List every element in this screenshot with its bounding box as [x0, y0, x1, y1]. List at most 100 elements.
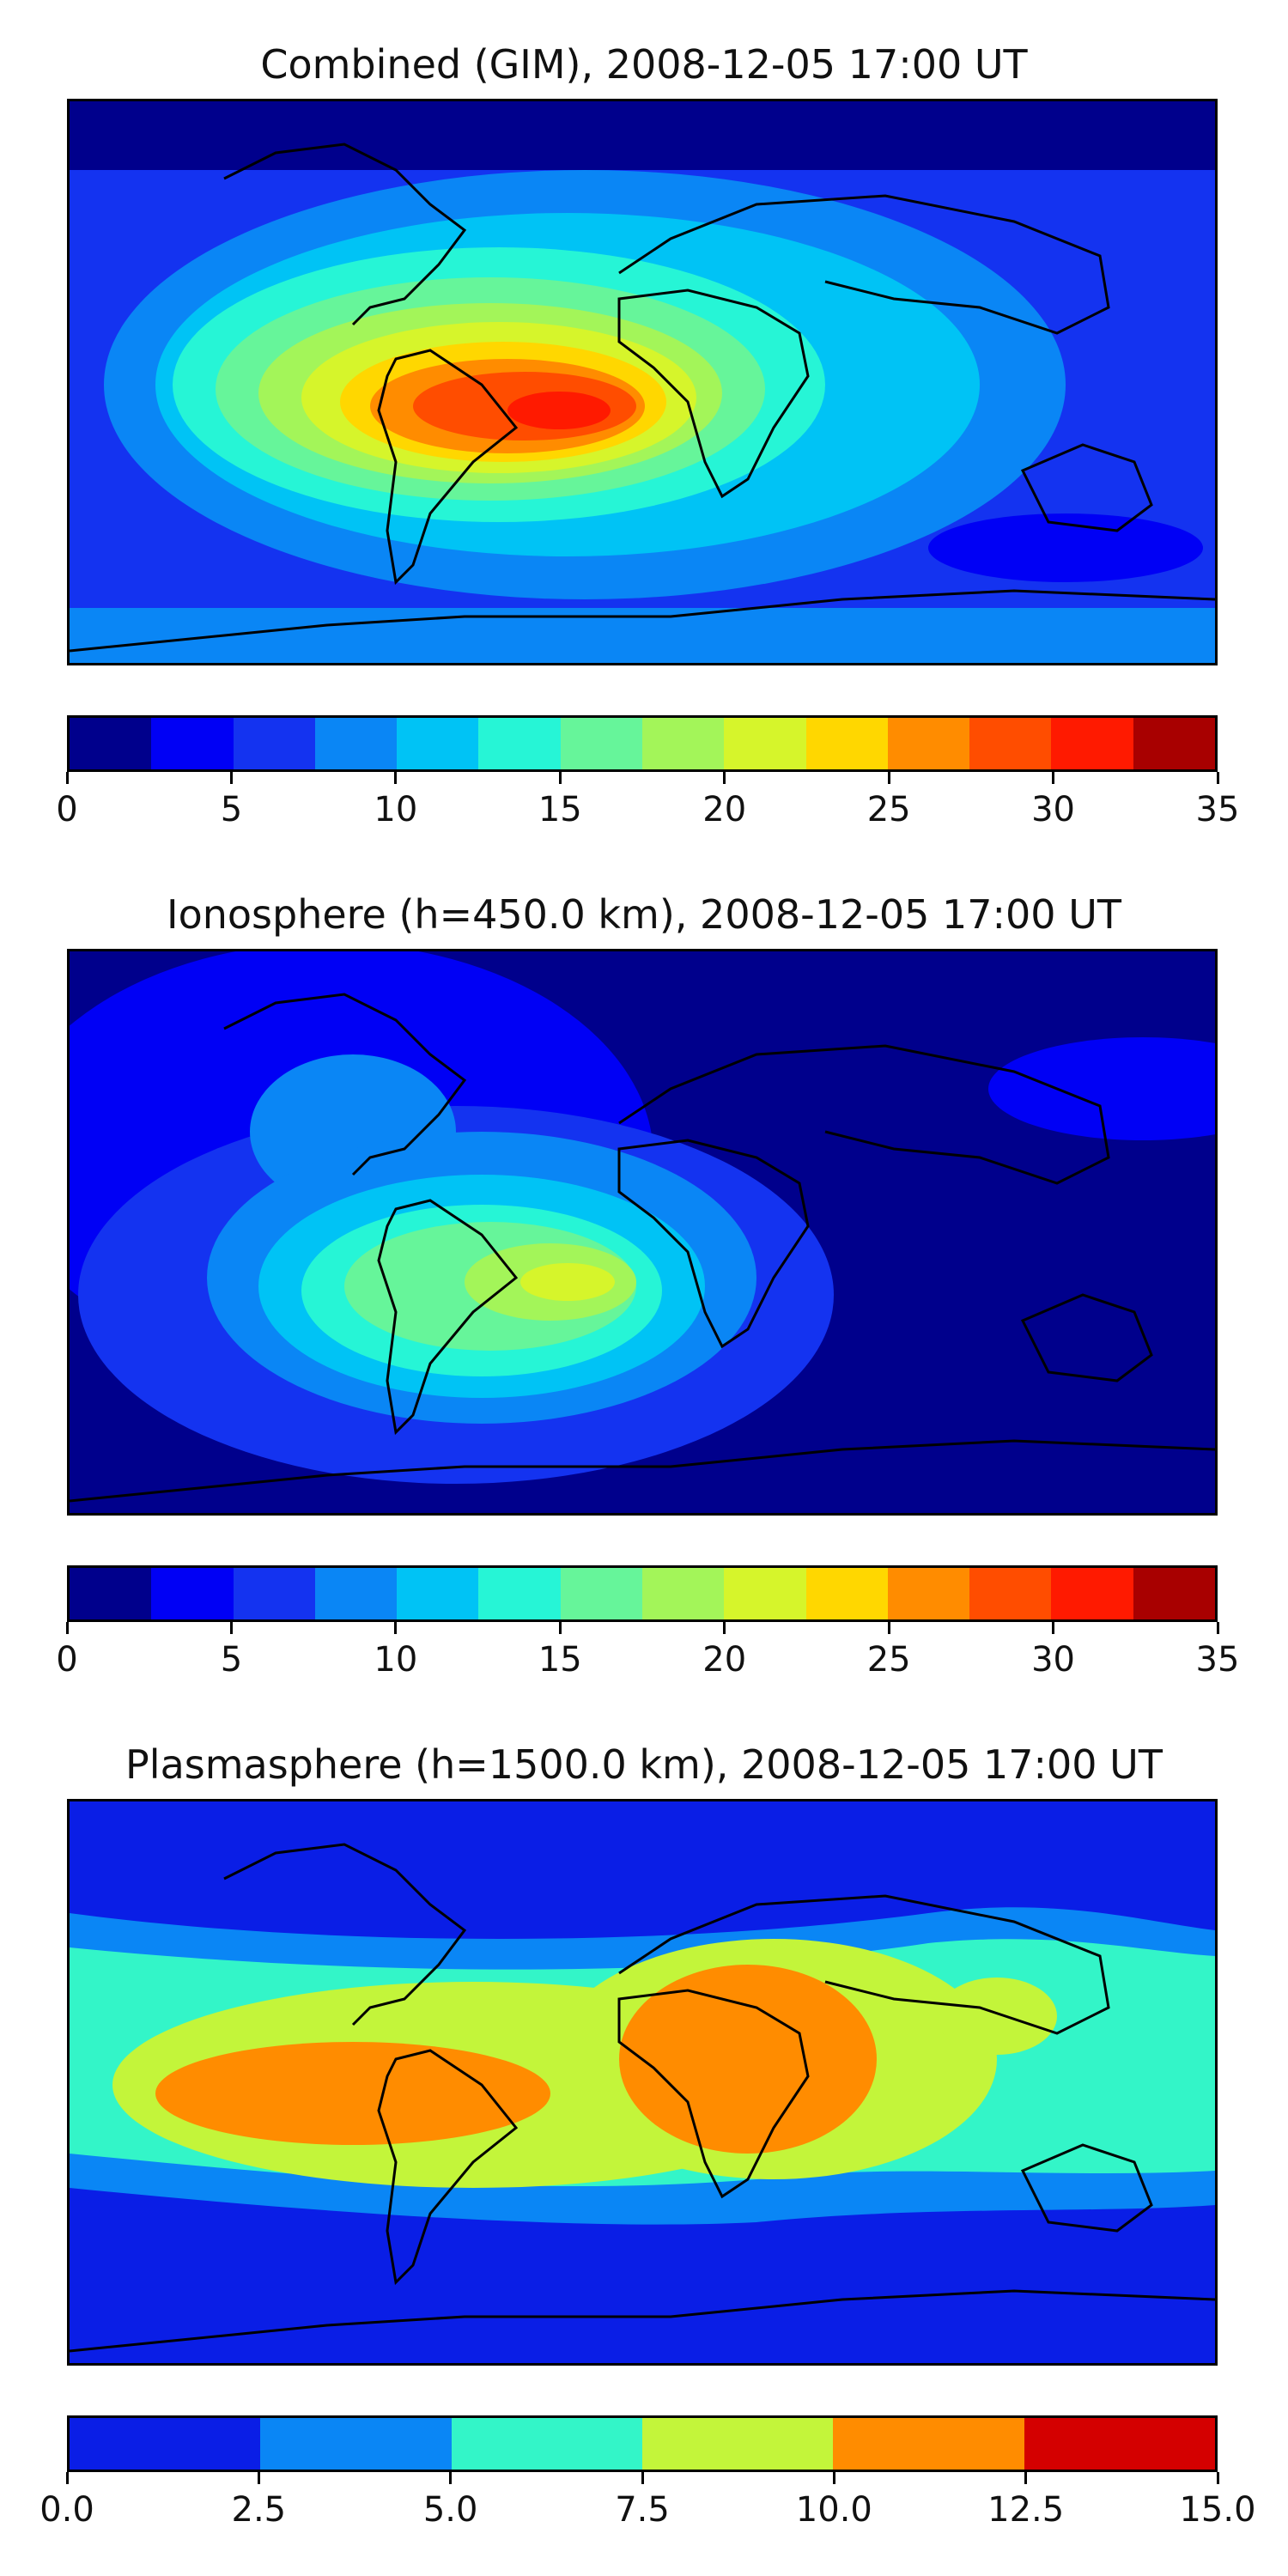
- tec-contour-map: [70, 101, 1215, 663]
- colorbar-tick-mark: [1216, 772, 1219, 784]
- colorbar-tick-label: 30: [1031, 790, 1076, 829]
- contour-level-10-west: [155, 2042, 550, 2145]
- colorbar-segment: [70, 718, 152, 769]
- coastline-australia: [1020, 1293, 1153, 1382]
- colorbar-segment: [1051, 1568, 1133, 1619]
- coastline-south-america: [377, 2049, 519, 2286]
- colorbar-segment: [641, 2418, 834, 2470]
- coastline-africa: [617, 1989, 810, 2199]
- colorbar-tick-mark: [257, 2472, 260, 2484]
- colorbar-tick-label: 0: [56, 1640, 78, 1680]
- coastline-africa: [617, 1139, 810, 1349]
- colorbar-tick-mark: [394, 1622, 398, 1634]
- colorbar-tick-mark: [65, 2472, 69, 2484]
- colorbar-tick-label: 5: [220, 1640, 243, 1680]
- colorbar-ticks: 0.0 2.5 5.0 7.5 10.0 12.5 15.0: [39, 2472, 1256, 2532]
- coastlines: [70, 1843, 1215, 2353]
- colorbar-tick-label: 10.0: [795, 2490, 872, 2530]
- colorbar-segment: [1133, 1568, 1215, 1619]
- coastline-north-america: [223, 143, 467, 326]
- colorbar-tick-label: 25: [866, 790, 911, 829]
- colorbar-tick-mark: [887, 1622, 890, 1634]
- panel-plasmasphere: Plasmasphere (h=1500.0 km), 2008-12-05 1…: [0, 1735, 1288, 2559]
- colorbar-ticks: 0 5 10 15 20 25 30 35: [56, 1622, 1239, 1682]
- colorbar-segment: [805, 1568, 888, 1619]
- colorbar-segment: [314, 718, 398, 769]
- contour-level-2-east: [988, 1037, 1215, 1140]
- coastline-north-america: [223, 1843, 467, 2026]
- colorbar-segment: [969, 1568, 1052, 1619]
- colorbar-tick-mark: [65, 1622, 69, 1634]
- coastlines: [70, 143, 1215, 653]
- panel-combined: Combined (GIM), 2008-12-05 17:00 UT: [0, 34, 1288, 859]
- colorbar-segment: [724, 718, 806, 769]
- coastlines: [70, 993, 1215, 1503]
- colorbar-tick-label: 15: [538, 1640, 582, 1680]
- tec-map: [67, 1799, 1218, 2366]
- colorbar-segment: [887, 718, 970, 769]
- colorbar-segment: [451, 2418, 642, 2470]
- colorbar-segment: [151, 718, 234, 769]
- colorbar-segment: [478, 1568, 561, 1619]
- contour-level-10-africa: [619, 1965, 877, 2154]
- colorbar-segment: [641, 1568, 725, 1619]
- colorbar-tick-label: 15: [538, 790, 582, 829]
- colorbar-tick-mark: [449, 2472, 453, 2484]
- colorbar-tick-mark: [887, 772, 890, 784]
- coastline-antarctica: [70, 1439, 1215, 1503]
- colorbar-tick-label: 7.5: [615, 2490, 670, 2530]
- colorbar: [67, 715, 1218, 772]
- coastline-australia: [1020, 2143, 1153, 2233]
- colorbar-tick-label: 15.0: [1179, 2490, 1256, 2530]
- colorbar-segment: [560, 1568, 642, 1619]
- colorbar-tick-mark: [1052, 1622, 1055, 1634]
- contour-level-32: [507, 392, 611, 429]
- colorbar-tick-label: 20: [702, 1640, 747, 1680]
- colorbar-tick-label: 25: [866, 1640, 911, 1680]
- tec-contour-map: [70, 1801, 1215, 2363]
- polar-low-band: [70, 101, 1215, 170]
- colorbar-tick-label: 10: [374, 790, 418, 829]
- colorbar-tick-label: 0.0: [39, 2490, 94, 2530]
- colorbar-tick-label: 12.5: [987, 2490, 1065, 2530]
- colorbar-tick-mark: [723, 772, 726, 784]
- colorbar-segment: [478, 718, 561, 769]
- coastline-antarctica: [70, 2289, 1215, 2353]
- colorbar-tick-mark: [229, 772, 233, 784]
- panel-title: Ionosphere (h=450.0 km), 2008-12-05 17:0…: [167, 891, 1121, 938]
- contour-level-20: [520, 1263, 615, 1301]
- colorbar-segment: [314, 1568, 398, 1619]
- colorbar-tick-label: 5: [220, 790, 243, 829]
- coastline-eurasia: [618, 194, 1110, 335]
- colorbar-tick-label: 2.5: [231, 2490, 287, 2530]
- panel-ionosphere: Ionosphere (h=450.0 km), 2008-12-05 17:0…: [0, 884, 1288, 1709]
- panel-title: Combined (GIM), 2008-12-05 17:00 UT: [260, 41, 1028, 88]
- colorbar-tick-mark: [641, 2472, 644, 2484]
- tec-map: [67, 99, 1218, 665]
- colorbar-tick-mark: [558, 772, 562, 784]
- coastline-south-america: [377, 1199, 519, 1436]
- colorbar-ticks: 0 5 10 15 20 25 30 35: [56, 772, 1239, 832]
- colorbar-tick-mark: [1052, 772, 1055, 784]
- colorbar-tick-label: 20: [702, 790, 747, 829]
- colorbar-tick-mark: [1216, 1622, 1219, 1634]
- colorbar-segment: [560, 718, 642, 769]
- colorbar-segment: [397, 718, 479, 769]
- colorbar-tick-label: 5.0: [422, 2490, 478, 2530]
- colorbar-segment: [1133, 718, 1215, 769]
- colorbar: [67, 2415, 1218, 2472]
- colorbar-segment: [260, 2418, 452, 2470]
- colorbar-segment: [233, 1568, 315, 1619]
- tec-map: [67, 949, 1218, 1516]
- colorbar-tick-mark: [1024, 2472, 1028, 2484]
- colorbar-segment: [805, 718, 888, 769]
- colorbar-tick-label: 30: [1031, 1640, 1076, 1680]
- colorbar-tick-label: 35: [1195, 1640, 1240, 1680]
- low-patch: [928, 513, 1203, 582]
- colorbar-tick-mark: [558, 1622, 562, 1634]
- colorbar-tick-mark: [832, 2472, 835, 2484]
- colorbar-segment: [70, 1568, 152, 1619]
- colorbar-segment: [833, 2418, 1024, 2470]
- coastline-africa: [617, 289, 810, 499]
- colorbar-segment: [1024, 2418, 1215, 2470]
